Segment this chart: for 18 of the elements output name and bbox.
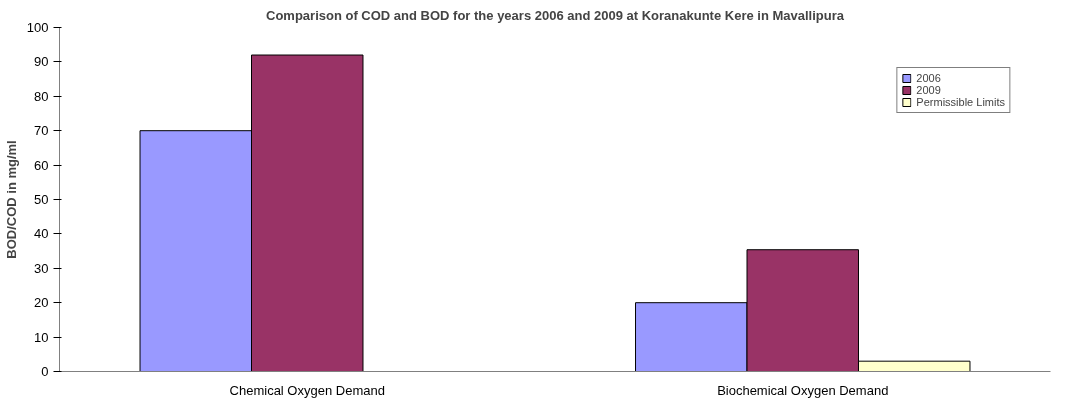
y-tick-label: 70	[34, 123, 49, 139]
legend-label: 2009	[916, 84, 941, 96]
y-tick-label: 90	[34, 54, 49, 70]
y-tick-label: 40	[34, 226, 49, 242]
y-tick-label: 80	[34, 88, 49, 104]
y-tick-label: 30	[34, 260, 49, 276]
x-tick-label: Chemical Oxygen Demand	[229, 382, 385, 398]
y-tick-label: 50	[34, 192, 49, 207]
y-tick-label: 0	[41, 364, 49, 379]
chart-title: Comparison of COD and BOD for the years 2006 and 2009 at Koranakunte Kere in Mavallipura	[266, 7, 845, 23]
y-axis-title: BOD/COD in mg/ml	[3, 140, 19, 259]
y-tick-label: 60	[34, 157, 49, 173]
y-tick-label: 100	[26, 20, 49, 35]
y-tick-label: 10	[34, 329, 49, 345]
legend-label: Permissible Limits	[916, 96, 1005, 108]
legend-label: 2006	[916, 72, 941, 84]
y-tick-label: 20	[34, 295, 49, 311]
x-tick-label: Biochemical Oxygen Demand	[717, 382, 889, 398]
